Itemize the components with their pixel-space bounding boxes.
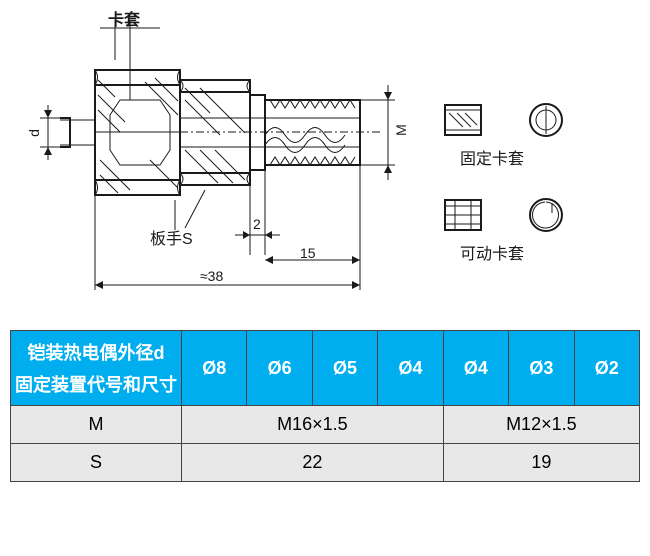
row-M-val1: M16×1.5 — [182, 406, 444, 444]
col-d5: Ø5 — [312, 331, 377, 406]
label-movable-sleeve: 可动卡套 — [460, 240, 524, 264]
label-card-sleeve: 卡套 — [108, 6, 140, 30]
table-row: S 22 19 — [11, 444, 640, 482]
col-d8: Ø8 — [182, 331, 247, 406]
row-S-label: S — [11, 444, 182, 482]
row-M-val2: M12×1.5 — [443, 406, 639, 444]
spec-table: 铠装热电偶外径d 固定装置代号和尺寸 Ø8 Ø6 Ø5 Ø4 Ø4 Ø3 Ø2 … — [10, 330, 640, 482]
col-d6: Ø6 — [247, 331, 312, 406]
dim-38: ≈38 — [200, 268, 223, 284]
col-d4a: Ø4 — [378, 331, 443, 406]
fitting-svg — [0, 0, 650, 320]
row-M-label: M — [11, 406, 182, 444]
label-wrench-s: 板手S — [150, 225, 193, 249]
header-row1: 铠装热电偶外径d — [15, 339, 177, 365]
engineering-diagram: 卡套 板手S 固定卡套 可动卡套 d M 2 15 ≈38 — [0, 0, 650, 320]
dim-15: 15 — [300, 245, 316, 261]
col-d3: Ø3 — [509, 331, 574, 406]
dim-M: M — [393, 124, 409, 136]
col-d2: Ø2 — [574, 331, 639, 406]
col-d4b: Ø4 — [443, 331, 508, 406]
label-fixed-sleeve: 固定卡套 — [460, 145, 524, 169]
table-row: M M16×1.5 M12×1.5 — [11, 406, 640, 444]
dim-2: 2 — [253, 216, 261, 232]
header-row2: 固定装置代号和尺寸 — [15, 371, 177, 397]
row-S-val1: 22 — [182, 444, 444, 482]
dim-d: d — [26, 129, 42, 137]
row-S-val2: 19 — [443, 444, 639, 482]
